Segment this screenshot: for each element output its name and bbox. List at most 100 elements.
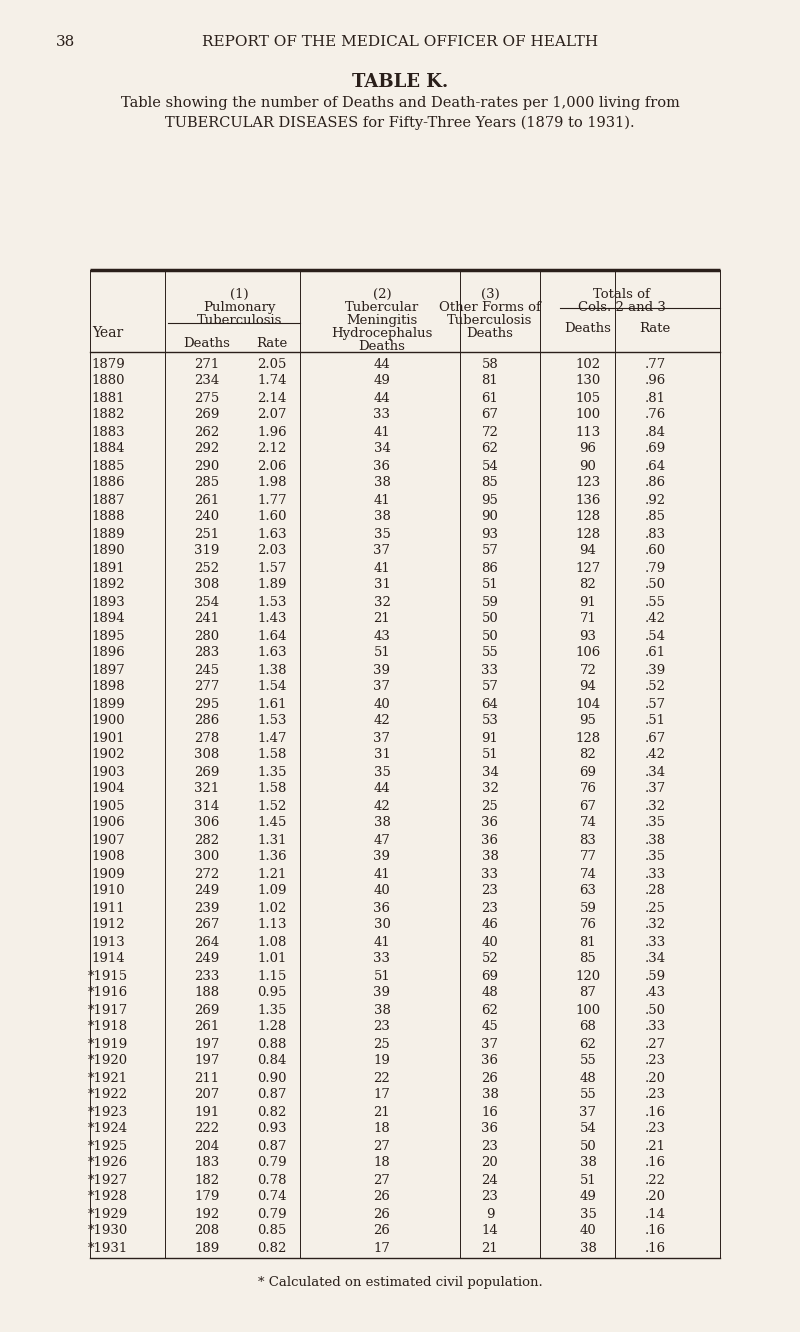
Text: .69: .69 (644, 442, 666, 456)
Text: .28: .28 (645, 884, 666, 898)
Text: 1898: 1898 (91, 681, 125, 694)
Text: 33: 33 (482, 867, 498, 880)
Text: 136: 136 (575, 493, 601, 506)
Text: 240: 240 (194, 510, 219, 523)
Text: 1.54: 1.54 (258, 681, 286, 694)
Text: 31: 31 (374, 749, 390, 762)
Text: 1.63: 1.63 (257, 646, 287, 659)
Text: 211: 211 (194, 1071, 219, 1084)
Text: 1.89: 1.89 (258, 578, 286, 591)
Text: 1887: 1887 (91, 493, 125, 506)
Text: .64: .64 (645, 460, 666, 473)
Text: 41: 41 (374, 425, 390, 438)
Text: 85: 85 (482, 477, 498, 489)
Text: 20: 20 (482, 1156, 498, 1169)
Text: 62: 62 (579, 1038, 597, 1051)
Text: 314: 314 (194, 799, 220, 813)
Text: 1890: 1890 (91, 545, 125, 558)
Text: 26: 26 (374, 1191, 390, 1204)
Text: 76: 76 (579, 919, 597, 931)
Text: 41: 41 (374, 493, 390, 506)
Text: 300: 300 (194, 851, 220, 863)
Text: 234: 234 (194, 374, 220, 388)
Text: 1904: 1904 (91, 782, 125, 795)
Text: 41: 41 (374, 935, 390, 948)
Text: 1896: 1896 (91, 646, 125, 659)
Text: .23: .23 (645, 1055, 666, 1067)
Text: 189: 189 (194, 1241, 220, 1255)
Text: 53: 53 (482, 714, 498, 727)
Text: 83: 83 (579, 834, 597, 847)
Text: Rate: Rate (256, 337, 288, 350)
Text: 38: 38 (579, 1156, 597, 1169)
Text: 1901: 1901 (91, 731, 125, 745)
Text: 35: 35 (579, 1208, 597, 1220)
Text: 67: 67 (482, 409, 498, 421)
Text: 321: 321 (194, 782, 220, 795)
Text: 54: 54 (580, 1123, 596, 1135)
Text: 44: 44 (374, 392, 390, 405)
Text: .42: .42 (645, 749, 666, 762)
Text: 26: 26 (374, 1208, 390, 1220)
Text: 72: 72 (579, 663, 597, 677)
Text: 262: 262 (194, 425, 220, 438)
Text: 55: 55 (482, 646, 498, 659)
Text: 32: 32 (482, 782, 498, 795)
Text: 14: 14 (482, 1224, 498, 1237)
Text: Totals of: Totals of (593, 288, 650, 301)
Text: 1888: 1888 (91, 510, 125, 523)
Text: 1.45: 1.45 (258, 817, 286, 830)
Text: 0.87: 0.87 (258, 1139, 286, 1152)
Text: 282: 282 (194, 834, 219, 847)
Text: 54: 54 (482, 460, 498, 473)
Text: 62: 62 (482, 442, 498, 456)
Text: Pulmonary: Pulmonary (203, 301, 276, 314)
Text: 179: 179 (194, 1191, 220, 1204)
Text: 2.07: 2.07 (258, 409, 286, 421)
Text: *1926: *1926 (88, 1156, 128, 1169)
Text: *1929: *1929 (88, 1208, 128, 1220)
Text: 269: 269 (194, 409, 220, 421)
Text: 1903: 1903 (91, 766, 125, 778)
Text: 51: 51 (482, 749, 498, 762)
Text: 39: 39 (374, 663, 390, 677)
Text: 1.13: 1.13 (258, 919, 286, 931)
Text: 1.64: 1.64 (258, 630, 286, 642)
Text: 33: 33 (482, 663, 498, 677)
Text: 1907: 1907 (91, 834, 125, 847)
Text: 104: 104 (575, 698, 601, 710)
Text: 207: 207 (194, 1088, 220, 1102)
Text: 0.74: 0.74 (258, 1191, 286, 1204)
Text: 74: 74 (579, 867, 597, 880)
Text: 26: 26 (482, 1071, 498, 1084)
Text: 23: 23 (374, 1020, 390, 1034)
Text: 1885: 1885 (91, 460, 125, 473)
Text: 1899: 1899 (91, 698, 125, 710)
Text: 51: 51 (374, 646, 390, 659)
Text: .20: .20 (645, 1071, 666, 1084)
Text: 35: 35 (374, 766, 390, 778)
Text: .51: .51 (645, 714, 666, 727)
Text: 1.53: 1.53 (258, 714, 286, 727)
Text: 1.52: 1.52 (258, 799, 286, 813)
Text: 40: 40 (374, 884, 390, 898)
Text: 51: 51 (580, 1173, 596, 1187)
Text: 319: 319 (194, 545, 220, 558)
Text: *1921: *1921 (88, 1071, 128, 1084)
Text: 1.60: 1.60 (258, 510, 286, 523)
Text: 254: 254 (194, 595, 219, 609)
Text: 1.28: 1.28 (258, 1020, 286, 1034)
Text: 68: 68 (579, 1020, 597, 1034)
Text: 277: 277 (194, 681, 220, 694)
Text: 38: 38 (374, 817, 390, 830)
Text: 1897: 1897 (91, 663, 125, 677)
Text: 182: 182 (194, 1173, 219, 1187)
Text: 93: 93 (482, 527, 498, 541)
Text: 0.90: 0.90 (258, 1071, 286, 1084)
Text: 1.35: 1.35 (258, 1003, 286, 1016)
Text: 241: 241 (194, 613, 219, 626)
Text: 37: 37 (374, 681, 390, 694)
Text: 1883: 1883 (91, 425, 125, 438)
Text: .50: .50 (645, 1003, 666, 1016)
Text: 41: 41 (374, 867, 390, 880)
